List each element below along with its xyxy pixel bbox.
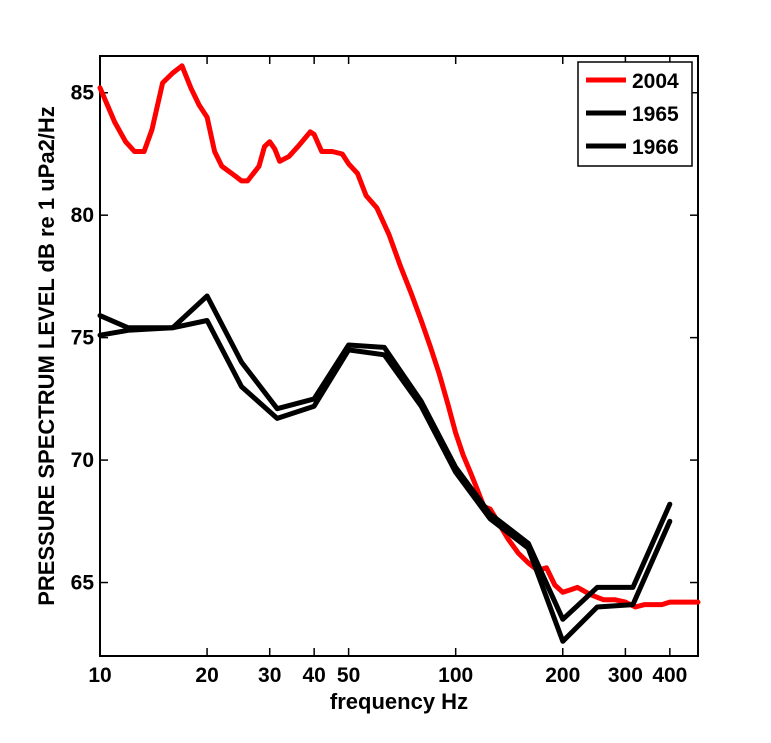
y-tick-label: 85 [71, 82, 95, 105]
x-tick-label: 20 [195, 664, 218, 687]
x-tick-label: 30 [258, 664, 281, 687]
series-line-1966 [97, 318, 673, 644]
y-axis-title: PRESSURE SPECTRUM LEVEL dB re 1 uPa2/Hz [34, 106, 59, 606]
plot-area [99, 55, 699, 657]
x-tick-label: 100 [438, 664, 473, 687]
series-line-1965 [97, 293, 673, 622]
x-tick-label: 200 [545, 664, 580, 687]
legend: 2004 1965 1966 [577, 61, 693, 167]
legend-label-1965: 1965 [632, 103, 679, 126]
x-tick-label: 10 [88, 664, 111, 687]
x-tick-label: 400 [652, 664, 687, 687]
x-tick-label: 300 [608, 664, 643, 687]
series-line-2004 [97, 63, 701, 610]
legend-label-2004: 2004 [632, 70, 679, 93]
x-axis-title: frequency Hz [330, 689, 468, 714]
series-lines [97, 63, 701, 644]
y-tick-label: 65 [71, 572, 95, 595]
x-tick-label: 40 [302, 664, 325, 687]
y-tick-label: 75 [71, 327, 95, 350]
y-tick-label: 80 [71, 204, 94, 227]
legend-label-1966: 1966 [632, 136, 679, 159]
axis-ticks: 10 20 30 40 50 100 200 300 400 65 70 75 80 85 [71, 56, 698, 687]
y-tick-label: 70 [71, 449, 94, 472]
x-tick-label: 50 [337, 664, 360, 687]
